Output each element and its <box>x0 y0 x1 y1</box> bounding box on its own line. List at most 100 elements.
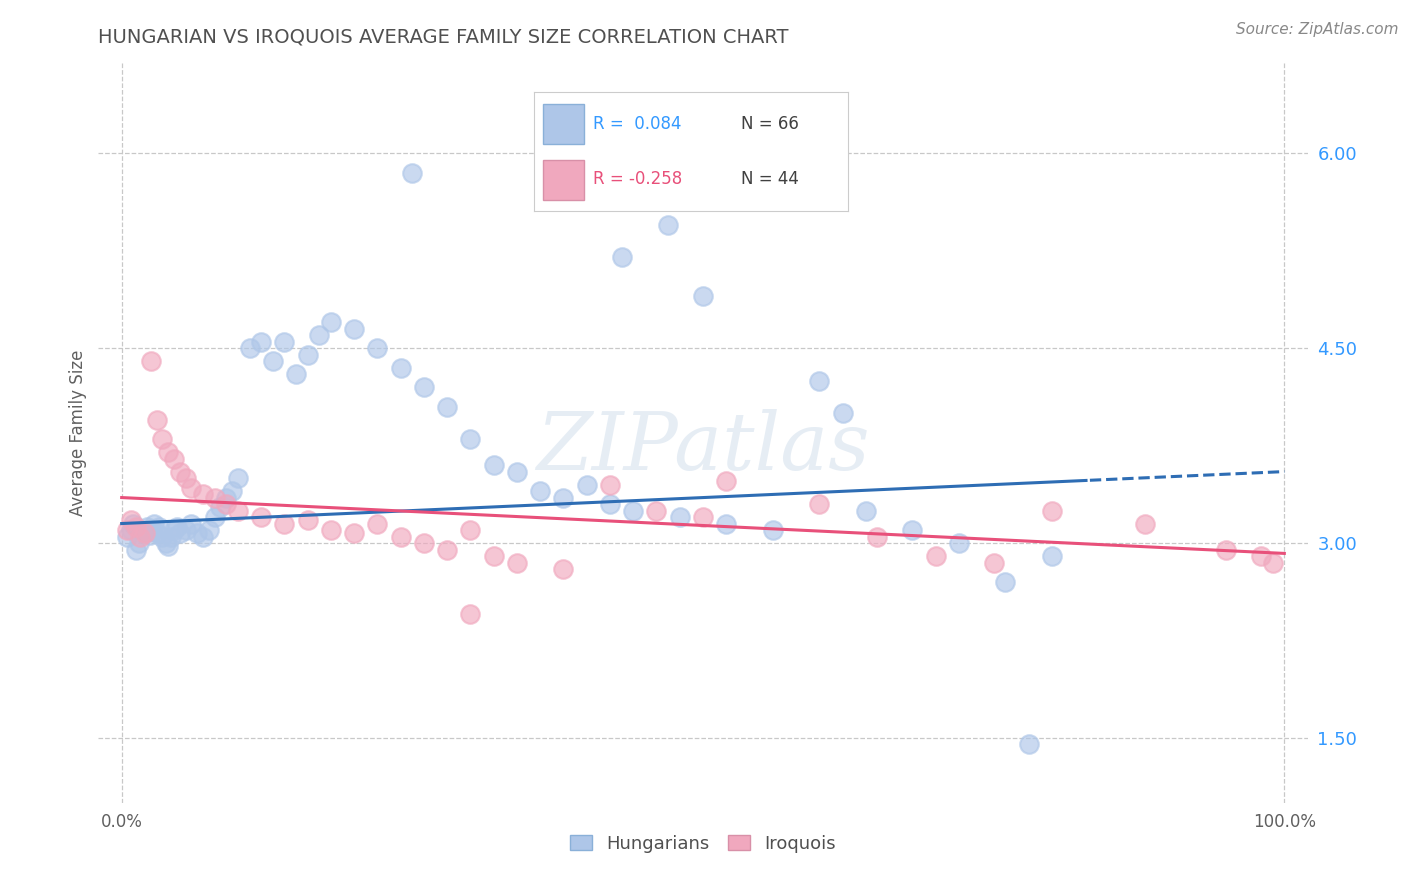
Point <box>250 510 273 524</box>
Point <box>343 322 366 336</box>
Point <box>460 523 482 537</box>
Point <box>163 523 186 537</box>
Point <box>297 513 319 527</box>
Point <box>138 528 160 542</box>
Point <box>413 380 436 394</box>
Point <box>221 484 243 499</box>
Point <box>482 458 505 472</box>
Point <box>191 529 214 543</box>
Point <box>166 520 188 534</box>
Point <box>319 523 342 537</box>
Point <box>120 513 142 527</box>
Legend: Hungarians, Iroquois: Hungarians, Iroquois <box>564 828 842 861</box>
Point <box>180 516 202 531</box>
Point <box>141 524 163 539</box>
Point <box>855 503 877 517</box>
Point <box>401 166 423 180</box>
Point <box>983 556 1005 570</box>
Point <box>131 523 153 537</box>
Point <box>226 471 249 485</box>
Point <box>529 484 551 499</box>
Point <box>250 334 273 349</box>
Point <box>460 607 482 622</box>
Point <box>866 529 889 543</box>
Point <box>134 525 156 540</box>
Point <box>297 348 319 362</box>
Point <box>436 542 458 557</box>
Y-axis label: Average Family Size: Average Family Size <box>69 350 87 516</box>
Point <box>553 491 575 505</box>
Point <box>692 289 714 303</box>
Point <box>692 510 714 524</box>
Point <box>366 341 388 355</box>
Point <box>157 445 180 459</box>
Point <box>239 341 262 355</box>
Point <box>506 556 529 570</box>
Point <box>215 491 238 505</box>
Point <box>610 250 633 264</box>
Point <box>129 529 152 543</box>
Point <box>139 354 162 368</box>
Point <box>1018 737 1040 751</box>
Point <box>143 516 166 531</box>
Point <box>668 510 690 524</box>
Point <box>128 536 150 550</box>
Point <box>262 354 284 368</box>
Point <box>599 477 621 491</box>
Point <box>657 218 679 232</box>
Text: HUNGARIAN VS IROQUOIS AVERAGE FAMILY SIZE CORRELATION CHART: HUNGARIAN VS IROQUOIS AVERAGE FAMILY SIZ… <box>98 28 789 47</box>
Point <box>808 374 831 388</box>
Point <box>762 523 785 537</box>
Point <box>273 334 295 349</box>
Point <box>716 474 738 488</box>
Point <box>148 520 170 534</box>
Point <box>716 516 738 531</box>
Point <box>389 360 412 375</box>
Point <box>1250 549 1272 563</box>
Point <box>174 471 197 485</box>
Point <box>553 562 575 576</box>
Point <box>366 516 388 531</box>
Point <box>150 529 173 543</box>
Point <box>122 516 145 531</box>
Point <box>575 477 598 491</box>
Point <box>901 523 924 537</box>
Point <box>389 529 412 543</box>
Point <box>209 500 232 514</box>
Point <box>169 465 191 479</box>
Point <box>145 412 167 426</box>
Point <box>124 542 146 557</box>
Point <box>215 497 238 511</box>
Text: Source: ZipAtlas.com: Source: ZipAtlas.com <box>1236 22 1399 37</box>
Point <box>1040 549 1063 563</box>
Point <box>117 523 139 537</box>
Point <box>273 516 295 531</box>
Point <box>145 525 167 540</box>
Point <box>117 529 139 543</box>
Point <box>134 525 156 540</box>
Point <box>204 491 226 505</box>
Point <box>120 523 142 537</box>
Point <box>599 497 621 511</box>
Point <box>808 497 831 511</box>
Point <box>198 523 221 537</box>
Point <box>831 406 853 420</box>
Point <box>155 536 177 550</box>
Point <box>413 536 436 550</box>
Point <box>645 503 668 517</box>
Point <box>460 432 482 446</box>
Point <box>1215 542 1237 557</box>
Point <box>319 315 342 329</box>
Point <box>1040 503 1063 517</box>
Point <box>285 367 308 381</box>
Point <box>169 525 191 540</box>
Point <box>124 520 146 534</box>
Point <box>1261 556 1284 570</box>
Point <box>159 529 181 543</box>
Point <box>204 510 226 524</box>
Point <box>163 451 186 466</box>
Point <box>191 486 214 500</box>
Point <box>136 520 159 534</box>
Point <box>150 432 173 446</box>
Point <box>924 549 946 563</box>
